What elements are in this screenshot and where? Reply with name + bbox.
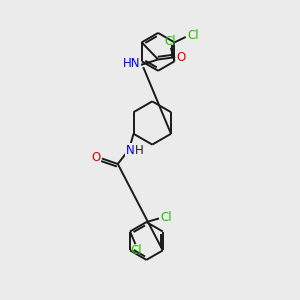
Text: HN: HN xyxy=(123,57,141,70)
Text: Cl: Cl xyxy=(164,35,176,48)
Text: O: O xyxy=(92,151,101,164)
Text: O: O xyxy=(176,51,186,64)
Text: Cl: Cl xyxy=(130,244,142,257)
Text: H: H xyxy=(135,144,143,157)
Text: Cl: Cl xyxy=(188,29,199,42)
Text: N: N xyxy=(126,144,135,157)
Text: Cl: Cl xyxy=(161,211,172,224)
